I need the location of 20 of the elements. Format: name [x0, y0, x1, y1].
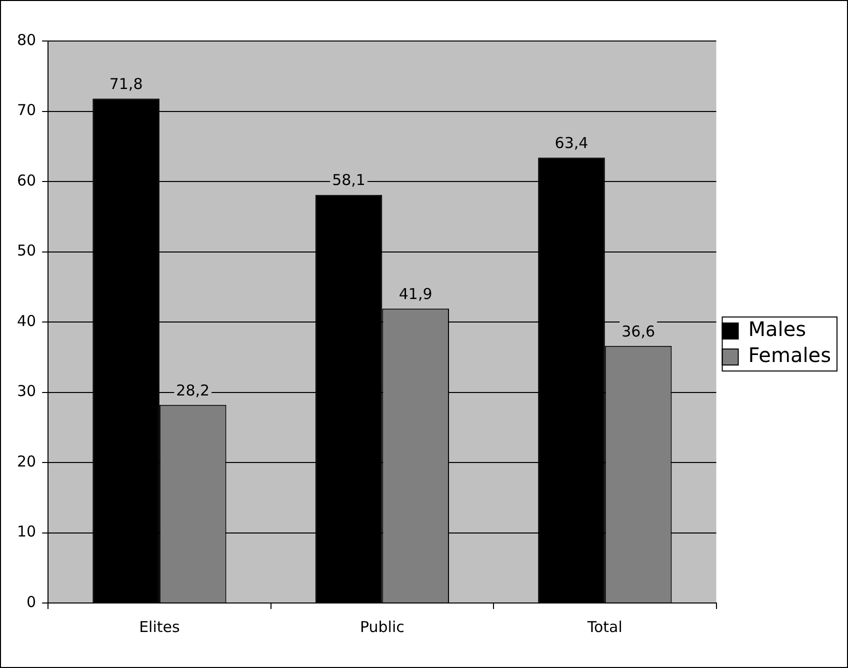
- y-tick-label: 40: [16, 312, 36, 330]
- x-tick-label: Elites: [139, 618, 180, 636]
- y-tick-label: 70: [16, 101, 36, 120]
- y-tick-label: 0: [26, 592, 36, 611]
- data-label: 63,4: [554, 134, 588, 152]
- y-tick-label: 60: [16, 171, 36, 190]
- x-tick-label: Public: [360, 618, 404, 636]
- data-label: 28,2: [176, 381, 210, 400]
- y-tick-label: 50: [16, 242, 36, 260]
- x-tick-label: Total: [586, 618, 622, 636]
- legend-label: Males: [748, 317, 806, 342]
- data-label: 41,9: [398, 285, 432, 304]
- data-label: 58,1: [332, 171, 366, 190]
- y-tick-label: 20: [16, 452, 36, 470]
- data-label: 71,8: [109, 74, 143, 93]
- data-label: 36,6: [622, 322, 656, 340]
- y-tick-label: 30: [16, 382, 36, 400]
- y-tick-label: 80: [16, 30, 36, 49]
- y-tick-label: 10: [16, 522, 36, 541]
- legend-label: Females: [748, 343, 831, 368]
